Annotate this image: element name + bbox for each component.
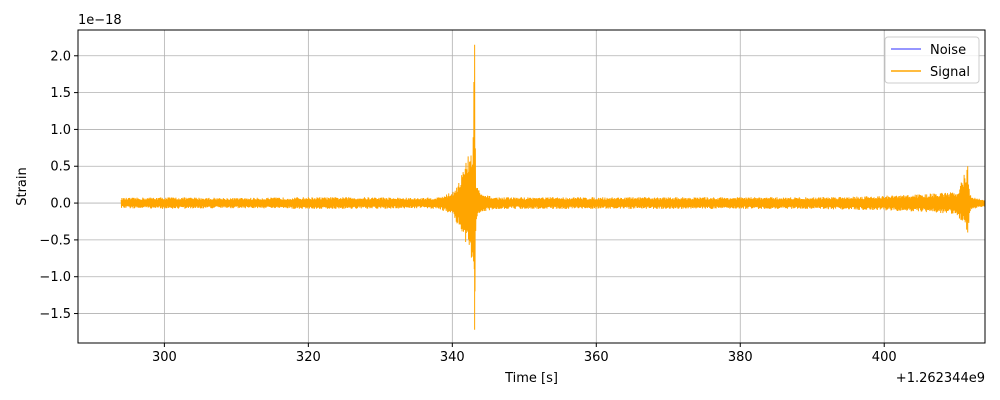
y-tick-label: 1.5 <box>50 86 71 101</box>
x-tick-label: 340 <box>440 350 465 365</box>
legend-label-noise: Noise <box>930 43 966 58</box>
grid-layer <box>78 30 985 343</box>
x-tick-label: 320 <box>296 350 321 365</box>
legend: Noise Signal <box>884 36 980 84</box>
x-tick-label: 400 <box>872 350 897 365</box>
y-tick-label: 2.0 <box>50 49 71 64</box>
x-tick-label: 360 <box>584 350 609 365</box>
x-tick-label: 380 <box>728 350 753 365</box>
y-axis-label: Strain <box>15 167 30 206</box>
y-tick-label: 0.5 <box>50 160 71 175</box>
y-tick-label: 1.0 <box>50 123 71 138</box>
legend-label-signal: Signal <box>930 65 970 80</box>
y-tick-label: −1.0 <box>39 270 71 285</box>
x-axis-offset-label: +1.262344e9 <box>896 371 985 386</box>
y-tick-label: −1.5 <box>39 307 71 322</box>
plot-area-frame <box>77 29 986 344</box>
series-layer <box>120 44 986 330</box>
y-tick-label: −0.5 <box>39 233 71 248</box>
x-axis-label: Time [s] <box>504 371 558 386</box>
x-tick-label: 300 <box>152 350 177 365</box>
signal-series-line <box>120 44 986 330</box>
y-tick-label: 0.0 <box>50 197 71 212</box>
y-axis-scale-label: 1e−18 <box>78 13 122 28</box>
tick-layer: 300 320 340 360 380 400 −1.5 −1.0 −0.5 0.0 0.5 1.0 1… <box>39 49 896 365</box>
